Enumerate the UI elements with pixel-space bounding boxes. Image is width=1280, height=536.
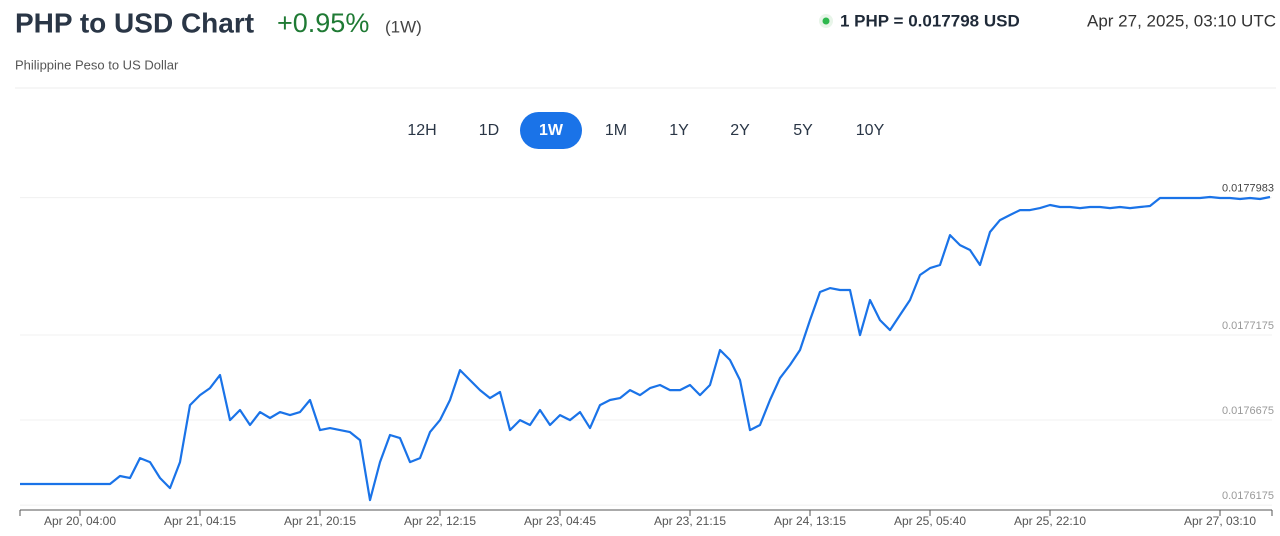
period: (1W) [385, 17, 422, 36]
y-tick-label: 0.0176175 [1222, 490, 1274, 502]
x-tick-label: Apr 23, 21:15 [654, 514, 726, 528]
status-dot [822, 17, 830, 25]
range-buttons: 12H 1D 1W 1M 1Y 2Y 5Y 10Y [407, 112, 885, 149]
price-line [20, 195, 1271, 502]
range-button[interactable]: 1D [479, 122, 499, 139]
rate: 1 PHP = 0.017798 USD [840, 11, 1020, 30]
range-button[interactable]: 12H [407, 122, 436, 139]
x-tick-label: Apr 20, 04:00 [44, 514, 116, 528]
x-tick-label: Apr 27, 03:10 [1184, 514, 1256, 528]
x-tick-label: Apr 25, 05:40 [894, 514, 966, 528]
chart-subtitle: Philippine Peso to US Dollar [15, 57, 179, 72]
x-tick-label: Apr 24, 13:15 [774, 514, 846, 528]
change: +0.95% [277, 8, 369, 38]
range-button[interactable]: 2Y [730, 122, 750, 139]
range-button[interactable]: 1W [539, 122, 564, 139]
range-button[interactable]: 10Y [856, 122, 885, 139]
y-tick-label: 0.0177175 [1222, 320, 1274, 332]
x-tick-label: Apr 21, 20:15 [284, 514, 356, 528]
x-tick-label: Apr 25, 22:10 [1014, 514, 1086, 528]
x-tick-label: Apr 21, 04:15 [164, 514, 236, 528]
range-button[interactable]: 1Y [669, 122, 689, 139]
y-tick-label: 0.0176675 [1222, 405, 1274, 417]
x-tick-label: Apr 22, 12:15 [404, 514, 476, 528]
range-button[interactable]: 5Y [793, 122, 813, 139]
chart-title: PHP to USD Chart [15, 7, 254, 38]
y-tick-label: 0.0177983 [1222, 183, 1274, 195]
range-button[interactable]: 1M [605, 122, 627, 139]
timestamp: Apr 27, 2025, 03:10 UTC [1087, 11, 1276, 30]
range-button-active[interactable] [520, 112, 582, 149]
x-tick-label: Apr 23, 04:45 [524, 514, 596, 528]
